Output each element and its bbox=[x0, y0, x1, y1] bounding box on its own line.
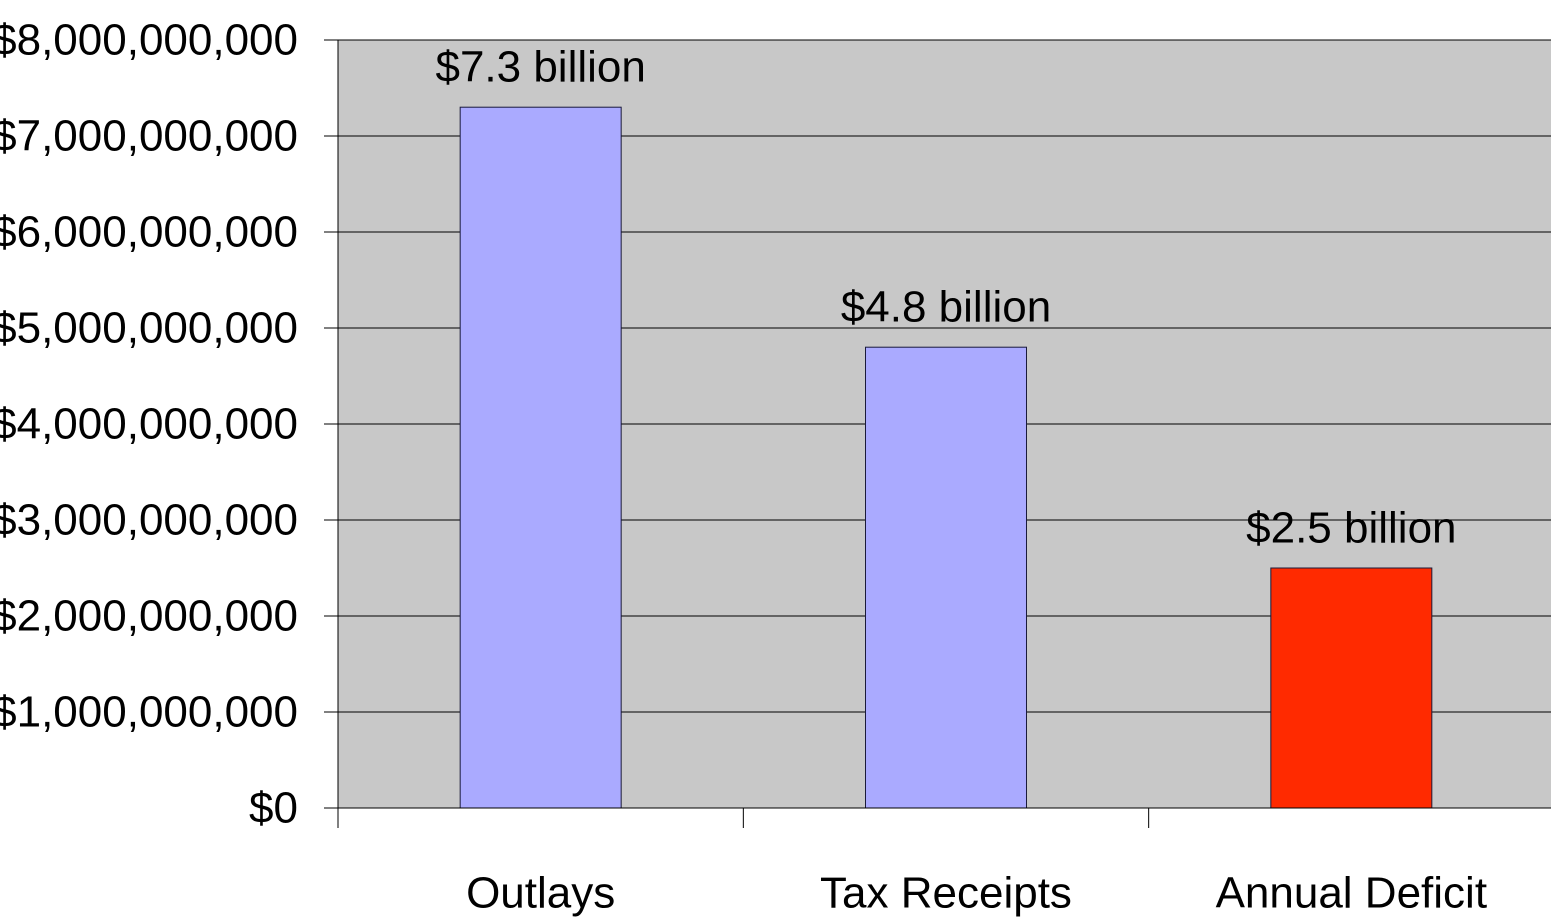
y-tick-label: $2,000,000,000 bbox=[0, 592, 298, 641]
y-tick-label: $4,000,000,000 bbox=[0, 400, 298, 449]
x-category-label: Tax Receipts bbox=[820, 869, 1072, 918]
y-tick-label: $8,000,000,000 bbox=[0, 16, 298, 65]
y-axis: $0 $1,000,000,000 $2,000,000,000 $3,000,000… bbox=[0, 16, 339, 833]
bar bbox=[459, 106, 622, 809]
x-category-label: Annual Deficit bbox=[1216, 869, 1487, 918]
bars bbox=[459, 106, 1433, 809]
x-category-label: Outlays bbox=[466, 869, 615, 918]
bar-data-label: $4.8 billion bbox=[841, 283, 1051, 332]
y-tick-label: $6,000,000,000 bbox=[0, 208, 298, 257]
bar bbox=[1270, 567, 1433, 809]
bar-data-label: $7.3 billion bbox=[435, 43, 645, 92]
bar-data-label: $2.5 billion bbox=[1246, 504, 1456, 553]
y-tick-label: $1,000,000,000 bbox=[0, 688, 298, 737]
data-labels: $7.3 billion $4.8 billion $2.5 billion bbox=[435, 43, 1456, 553]
y-tick-label: $5,000,000,000 bbox=[0, 304, 298, 353]
y-tick-label: $0 bbox=[249, 784, 298, 833]
y-tick-label: $7,000,000,000 bbox=[0, 112, 298, 161]
bar bbox=[865, 346, 1027, 809]
y-tick-label: $3,000,000,000 bbox=[0, 496, 298, 545]
x-axis: Outlays Tax Receipts Annual Deficit bbox=[337, 807, 1551, 918]
